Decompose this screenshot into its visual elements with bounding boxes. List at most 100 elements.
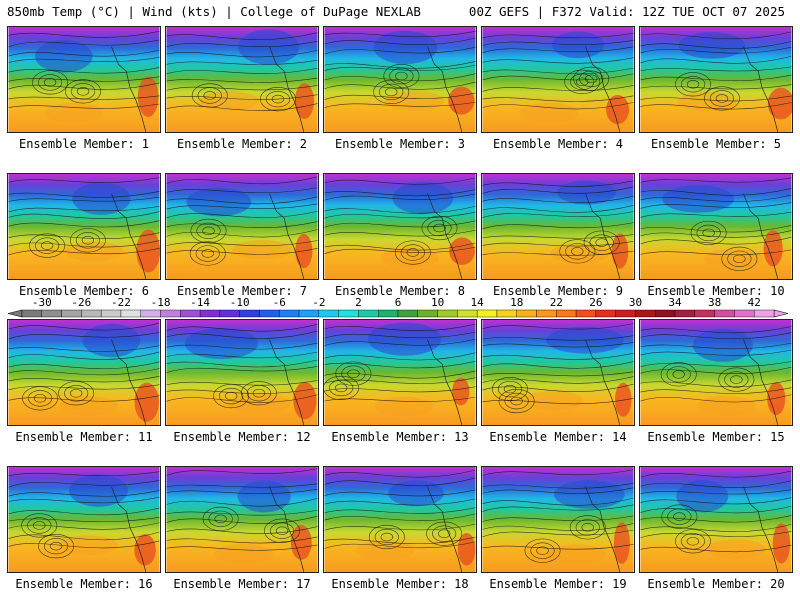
- ensemble-member-panel: Ensemble Member: 9: [481, 173, 635, 298]
- map-panel: [481, 26, 635, 133]
- map-panel: [639, 466, 793, 573]
- ensemble-member-label: Ensemble Member: 4: [492, 137, 624, 151]
- colorbar-segment: [655, 309, 676, 318]
- colorbar-segment: [21, 309, 42, 318]
- colorbar-tick-label: -2: [312, 296, 325, 309]
- colorbar-tick-label: -26: [71, 296, 91, 309]
- map-panel: [481, 173, 635, 280]
- map-panel: [7, 319, 161, 426]
- ensemble-member-panel: Ensemble Member: 17: [165, 466, 319, 591]
- colorbar-segment: [180, 309, 201, 318]
- map-panel: [165, 466, 319, 573]
- ensemble-member-panel: Ensemble Member: 13: [323, 319, 477, 444]
- colorbar-segment: [61, 309, 82, 318]
- colorbar-tick-label: 34: [668, 296, 682, 309]
- colorbar-tick-label: 6: [395, 296, 402, 309]
- colorbar-segment: [496, 309, 517, 318]
- colorbar-segment: [536, 309, 557, 318]
- colorbar-min-arrow: [7, 309, 23, 318]
- colorbar-segment: [754, 309, 775, 318]
- colorbar-segment: [219, 309, 240, 318]
- ensemble-member-label: Ensemble Member: 3: [334, 137, 466, 151]
- colorbar-tick-label: -14: [190, 296, 210, 309]
- colorbar-segment: [140, 309, 161, 318]
- ensemble-member-panel: Ensemble Member: 16: [7, 466, 161, 591]
- colorbar-segment: [199, 309, 221, 318]
- ensemble-member-label: Ensemble Member: 5: [650, 137, 782, 151]
- colorbar-segment: [437, 309, 458, 318]
- map-panel: [481, 466, 635, 573]
- colorbar-segment: [318, 309, 339, 318]
- colorbar-segment: [595, 309, 616, 318]
- colorbar-tick-label: 42: [748, 296, 761, 309]
- ensemble-member-label: Ensemble Member: 13: [331, 430, 469, 444]
- colorbar-segment: [635, 309, 656, 318]
- map-panel: [7, 26, 161, 133]
- colorbar-segment: [298, 309, 320, 318]
- ensemble-member-label: Ensemble Member: 1: [18, 137, 150, 151]
- ensemble-member-label: Ensemble Member: 15: [647, 430, 785, 444]
- map-panel: [639, 26, 793, 133]
- ensemble-member-label: Ensemble Member: 7: [176, 284, 308, 298]
- colorbar-segment: [358, 309, 379, 318]
- ensemble-member-panel: Ensemble Member: 5: [639, 26, 793, 151]
- colorbar-segment: [556, 309, 577, 318]
- colorbar-segment: [378, 309, 399, 318]
- colorbar-segment: [476, 309, 498, 318]
- colorbar-tick-label: -22: [111, 296, 131, 309]
- ensemble-member-panel: Ensemble Member: 1: [7, 26, 161, 151]
- map-panel: [165, 173, 319, 280]
- colorbar-segment: [259, 309, 280, 318]
- ensemble-member-label: Ensemble Member: 8: [334, 284, 466, 298]
- ensemble-member-label: Ensemble Member: 10: [647, 284, 785, 298]
- map-panel: [323, 173, 477, 280]
- colorbar-tick-label: -18: [151, 296, 171, 309]
- ensemble-member-panel: Ensemble Member: 2: [165, 26, 319, 151]
- ensemble-member-panel: Ensemble Member: 14: [481, 319, 635, 444]
- colorbar-segment: [457, 309, 478, 318]
- colorbar-tick-label: -30: [32, 296, 52, 309]
- map-panel: [639, 319, 793, 426]
- ensemble-member-panel: Ensemble Member: 11: [7, 319, 161, 444]
- colorbar-tick-label: 10: [431, 296, 444, 309]
- colorbar-tick-label: 14: [471, 296, 485, 309]
- ensemble-member-panel: Ensemble Member: 12: [165, 319, 319, 444]
- colorbar-tick-label: -10: [230, 296, 250, 309]
- ensemble-member-label: Ensemble Member: 16: [15, 577, 153, 591]
- colorbar-tick-label: 2: [355, 296, 362, 309]
- map-panel: [323, 26, 477, 133]
- colorbar-segment: [41, 309, 62, 318]
- ensemble-member-label: Ensemble Member: 19: [489, 577, 627, 591]
- colorbar-segment: [239, 309, 260, 318]
- colorbar-max-arrow: [773, 309, 789, 318]
- ensemble-member-panel: Ensemble Member: 18: [323, 466, 477, 591]
- colorbar-tick-label: 18: [510, 296, 523, 309]
- ensemble-member-panel: Ensemble Member: 4: [481, 26, 635, 151]
- ensemble-member-panel: Ensemble Member: 19: [481, 466, 635, 591]
- ensemble-member-label: Ensemble Member: 12: [173, 430, 311, 444]
- ensemble-member-label: Ensemble Member: 2: [176, 137, 308, 151]
- colorbar-segment: [694, 309, 715, 318]
- colorbar-segment: [674, 309, 696, 318]
- map-panel: [323, 466, 477, 573]
- ensemble-member-label: Ensemble Member: 6: [18, 284, 150, 298]
- map-panel: [481, 319, 635, 426]
- ensemble-member-label: Ensemble Member: 18: [331, 577, 469, 591]
- colorbar-segment: [100, 309, 122, 318]
- map-panel: [165, 26, 319, 133]
- ensemble-member-panel: Ensemble Member: 10: [639, 173, 793, 298]
- header-title: 850mb Temp (°C) | Wind (kts) | College o…: [7, 4, 421, 19]
- colorbar-tick-label: -6: [273, 296, 286, 309]
- colorbar-segment: [160, 309, 181, 318]
- colorbar-segment: [417, 309, 438, 318]
- header-run-info: 00Z GEFS | F372 Valid: 12Z TUE OCT 07 20…: [468, 4, 785, 19]
- ensemble-member-panel: Ensemble Member: 20: [639, 466, 793, 591]
- ensemble-member-panel: Ensemble Member: 3: [323, 26, 477, 151]
- colorbar-segment: [279, 309, 300, 318]
- colorbar-segment: [575, 309, 597, 318]
- ensemble-member-panel: Ensemble Member: 8: [323, 173, 477, 298]
- colorbar-segment: [338, 309, 359, 318]
- colorbar-segment: [81, 309, 102, 318]
- colorbar-segment: [734, 309, 755, 318]
- colorbar-tick-label: 26: [589, 296, 602, 309]
